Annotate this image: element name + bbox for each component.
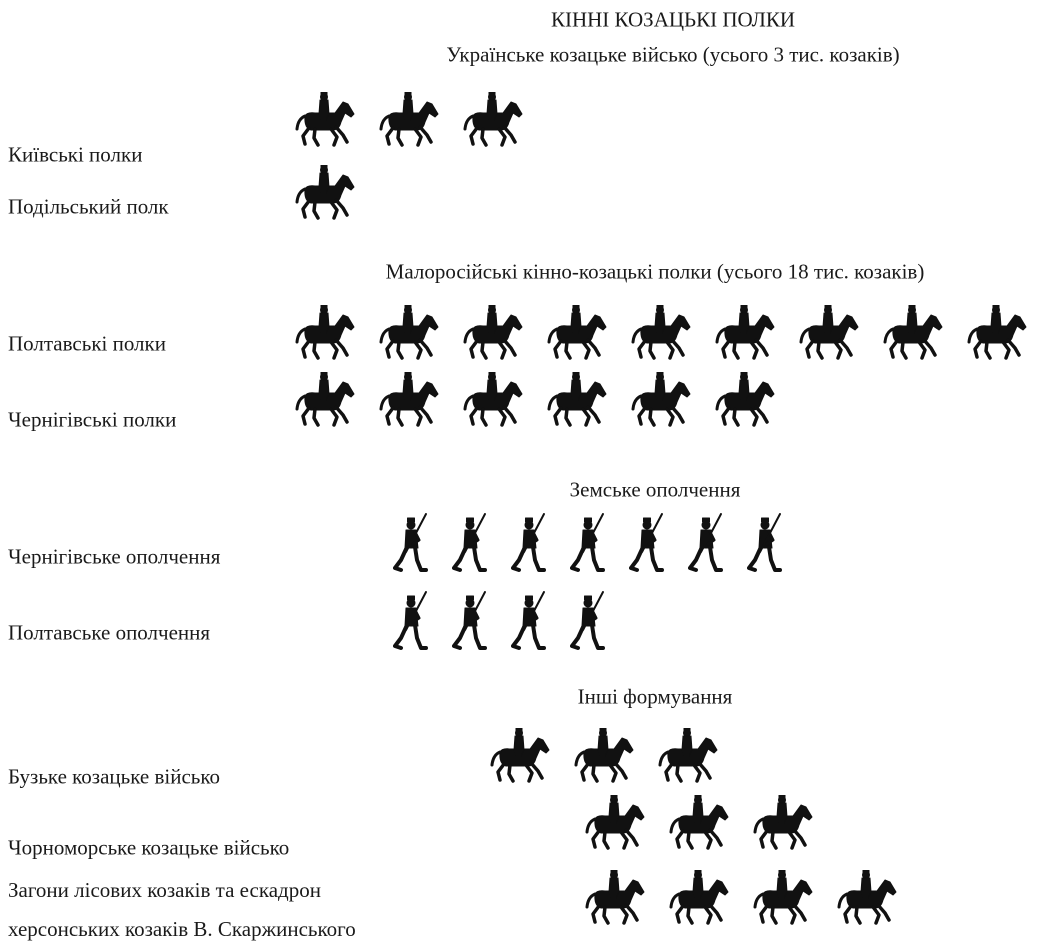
infantry-icon bbox=[747, 512, 782, 572]
chart-title: КІННІ КОЗАЦЬКІ ПОЛКИ bbox=[550, 7, 796, 32]
horseman-icon bbox=[669, 795, 729, 850]
horseman-icon bbox=[379, 372, 439, 427]
infantry-icon bbox=[570, 512, 605, 572]
horseman-icon bbox=[379, 92, 439, 147]
horseman-icon bbox=[799, 305, 859, 360]
horseman-icon bbox=[631, 305, 691, 360]
row-label: Чернігівське ополчення bbox=[8, 544, 221, 569]
horseman-icon bbox=[490, 728, 550, 783]
row-label: Полтавські полки bbox=[8, 331, 166, 356]
section-title: Земське ополчення bbox=[569, 477, 741, 502]
horseman-icon bbox=[547, 372, 607, 427]
infantry-icon bbox=[393, 512, 428, 572]
horseman-icon bbox=[463, 305, 523, 360]
horseman-icon bbox=[883, 305, 943, 360]
horseman-icon bbox=[295, 372, 355, 427]
horseman-icon bbox=[463, 372, 523, 427]
infantry-icon bbox=[570, 590, 605, 650]
horseman-icon bbox=[295, 305, 355, 360]
horseman-icon bbox=[715, 372, 775, 427]
horseman-icon bbox=[585, 870, 645, 925]
horseman-icon bbox=[753, 795, 813, 850]
row-label: Полтавське ополчення bbox=[8, 620, 211, 645]
icon-row bbox=[295, 165, 355, 220]
icon-row bbox=[295, 305, 1027, 360]
icon-row bbox=[490, 728, 718, 783]
horseman-icon bbox=[463, 92, 523, 147]
horseman-icon bbox=[295, 92, 355, 147]
horseman-icon bbox=[715, 305, 775, 360]
horseman-icon bbox=[669, 870, 729, 925]
horseman-icon bbox=[547, 305, 607, 360]
section-title: Українське козацьке військо (усього 3 ти… bbox=[446, 42, 900, 67]
infantry-icon bbox=[452, 590, 487, 650]
infantry-icon bbox=[393, 590, 428, 650]
row-label: Київські полки bbox=[8, 142, 143, 167]
infantry-icon bbox=[452, 512, 487, 572]
horseman-icon bbox=[574, 728, 634, 783]
section-title: Інші формування bbox=[577, 684, 733, 709]
horseman-icon bbox=[967, 305, 1027, 360]
horseman-icon bbox=[585, 795, 645, 850]
icon-row bbox=[585, 795, 813, 850]
icon-row bbox=[585, 870, 897, 925]
row-label: Загони лісових козаків та ескадрон херсо… bbox=[8, 878, 356, 941]
icon-row bbox=[393, 512, 782, 572]
infantry-icon bbox=[688, 512, 723, 572]
horseman-icon bbox=[631, 372, 691, 427]
infantry-icon bbox=[511, 590, 546, 650]
icon-row bbox=[295, 92, 523, 147]
row-label: Чернігівські полки bbox=[8, 407, 177, 432]
horseman-icon bbox=[295, 165, 355, 220]
row-label: Бузьке козацьке військо bbox=[8, 764, 220, 789]
horseman-icon bbox=[658, 728, 718, 783]
row-label: Подільський полк bbox=[8, 194, 169, 219]
section-title: Малоросійські кінно-козацькі полки (усьо… bbox=[385, 259, 925, 284]
icon-row bbox=[295, 372, 775, 427]
icon-row bbox=[393, 590, 605, 650]
infantry-icon bbox=[629, 512, 664, 572]
horseman-icon bbox=[837, 870, 897, 925]
row-label: Чорноморське козацьке військо bbox=[8, 835, 290, 860]
horseman-icon bbox=[753, 870, 813, 925]
infantry-icon bbox=[511, 512, 546, 572]
horseman-icon bbox=[379, 305, 439, 360]
